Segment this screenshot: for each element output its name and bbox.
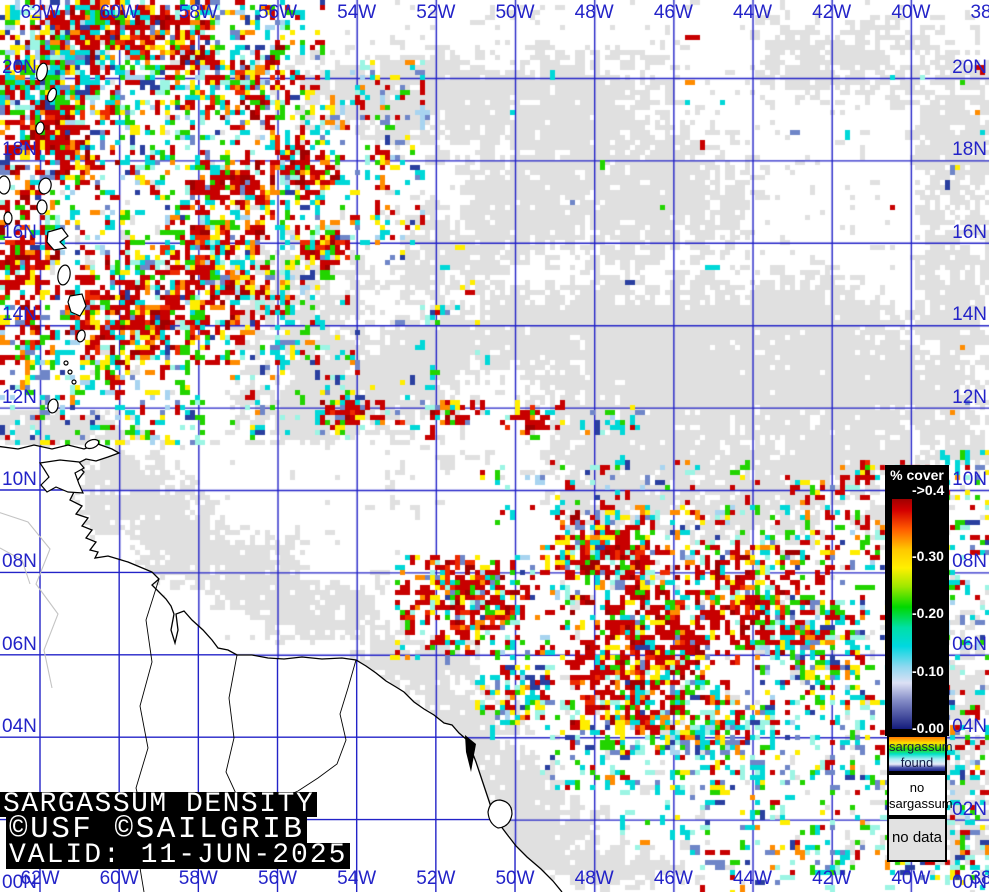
banner-credits: ©USF ©SAILGRIB <box>6 814 308 845</box>
colorbar-tick: -0.30 <box>912 547 944 564</box>
legend-nosarg-line1: no <box>909 780 925 795</box>
colorbar-gradient <box>892 499 912 729</box>
legend-nodata-label: no data <box>891 829 943 846</box>
legend-title: % cover <box>890 467 944 483</box>
mainland-fill <box>0 444 562 892</box>
legend-nosarg-line2: sargassum <box>889 796 953 811</box>
banner-valid-date: VALID: 11-JUN-2025 <box>6 842 351 870</box>
colorbar-tick: -0.20 <box>912 605 944 621</box>
grenada-island <box>47 398 59 414</box>
legend-no-sargassum: no sargassum <box>887 773 953 817</box>
colorbar-tick: ->0.4 <box>912 482 945 498</box>
tobago-island <box>84 438 100 450</box>
legend-no-data: no data <box>887 817 947 862</box>
amazon-estuary <box>465 735 476 772</box>
st-vincent-island <box>67 293 87 317</box>
legend-found-line1: sargassum <box>889 739 953 754</box>
marajo-island <box>487 799 513 829</box>
martinique-island <box>46 227 69 251</box>
legend-sargassum-found: sargassum found <box>887 735 953 773</box>
mainland-coastline <box>0 443 563 892</box>
banner-title: SARGASSUM DENSITY <box>0 791 318 819</box>
legend-colorbar: % cover ->0.4 -0.30 -0.20 -0.10 -0.00 <box>885 465 949 736</box>
legend-found-line2: found <box>900 755 934 770</box>
colorbar-tick: -0.00 <box>912 720 944 736</box>
islands <box>0 62 100 494</box>
trinidad-island <box>38 459 85 494</box>
colorbar-tick: -0.10 <box>912 662 944 679</box>
